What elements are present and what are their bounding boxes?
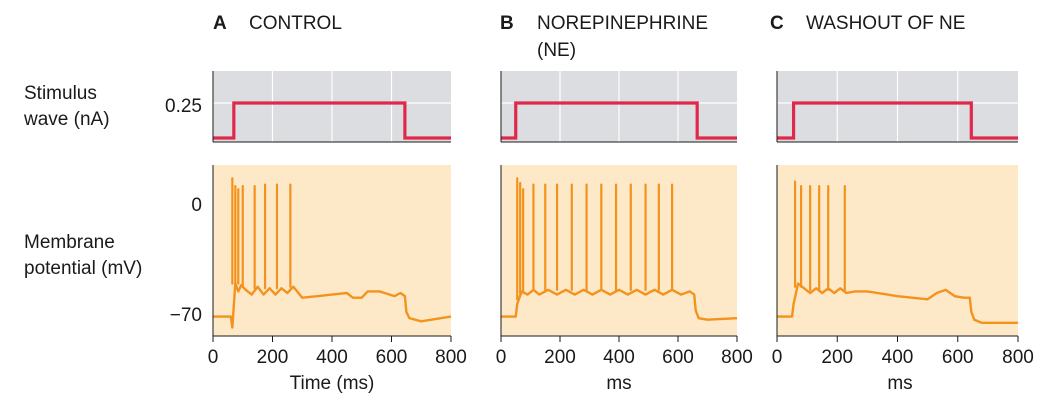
panel-a-xtick-label-0: 0 bbox=[208, 347, 219, 368]
panel-b-xtick-label-4: 800 bbox=[721, 347, 753, 368]
panel-b-stimulus-line bbox=[501, 101, 737, 140]
panel-a-xtick-label-1: 200 bbox=[257, 347, 289, 368]
panel-b-xtick-label-1: 200 bbox=[544, 347, 576, 368]
membrane-row-label-2: potential (mV) bbox=[24, 258, 142, 279]
stimulus-row-label-1: Stimulus bbox=[24, 83, 97, 104]
panel-b-xticks: 0 200 400 600 800 bbox=[496, 336, 753, 368]
panel-b-spikes bbox=[516, 177, 674, 301]
panel-a-title: CONTROL bbox=[249, 13, 342, 34]
panel-c: C WASHOUT OF NE 0 200 400 600 800 ms bbox=[770, 13, 1034, 394]
panel-b-xtick-label-2: 400 bbox=[603, 347, 635, 368]
panel-a-letter: A bbox=[213, 13, 227, 34]
panel-b-xlabel: ms bbox=[606, 373, 631, 394]
panel-a-membrane-line bbox=[213, 282, 452, 329]
membrane-row-label-1: Membrane bbox=[24, 232, 115, 253]
panel-b-letter: B bbox=[500, 13, 514, 34]
panel-a-xtick-label-4: 800 bbox=[435, 347, 467, 368]
panel-c-letter: C bbox=[770, 13, 784, 34]
mv-tick-label-70: −70 bbox=[170, 305, 202, 326]
panel-a-xlabel: Time (ms) bbox=[290, 373, 375, 394]
panel-c-xtick-label-3: 600 bbox=[942, 347, 974, 368]
panel-c-xlabel: ms bbox=[887, 373, 912, 394]
panel-c-stimulus-line bbox=[777, 101, 1018, 140]
panel-a: A CONTROL 0 200 400 600 800 Time (ms) bbox=[208, 13, 467, 394]
panel-c-title: WASHOUT OF NE bbox=[806, 13, 965, 34]
panel-b-xtick-label-0: 0 bbox=[496, 347, 507, 368]
panel-b: B NOREPINEPHRINE (NE) 0 200 400 600 800 ms bbox=[496, 13, 753, 394]
panel-a-vm-bg bbox=[213, 165, 451, 336]
panel-a-xticks: 0 200 400 600 800 bbox=[208, 336, 467, 368]
panel-c-xtick-label-4: 800 bbox=[1002, 347, 1034, 368]
stim-tick-label: 0.25 bbox=[165, 96, 202, 117]
panel-a-spikes bbox=[231, 177, 292, 290]
panel-a-stimulus-line bbox=[213, 101, 451, 140]
panel-c-spikes bbox=[793, 180, 846, 291]
panel-c-vm-bg bbox=[777, 165, 1018, 336]
panel-c-xtick-label-0: 0 bbox=[772, 347, 783, 368]
panel-b-vm-bg bbox=[501, 165, 737, 336]
panel-b-membrane-line bbox=[501, 288, 738, 321]
panel-c-xticks: 0 200 400 600 800 bbox=[772, 336, 1034, 368]
mv-tick-label-0: 0 bbox=[191, 195, 202, 216]
panel-a-xtick-label-3: 600 bbox=[376, 347, 408, 368]
panel-c-membrane-line bbox=[777, 282, 1018, 325]
panel-c-xtick-label-1: 200 bbox=[821, 347, 853, 368]
panel-b-title-line2: (NE) bbox=[537, 40, 576, 61]
stimulus-row-label-2: wave (nA) bbox=[23, 109, 110, 130]
panel-a-xtick-label-2: 400 bbox=[316, 347, 348, 368]
panel-b-title: NOREPINEPHRINE bbox=[537, 13, 708, 34]
panel-b-xtick-label-3: 600 bbox=[662, 347, 694, 368]
panel-c-xtick-label-2: 400 bbox=[882, 347, 914, 368]
